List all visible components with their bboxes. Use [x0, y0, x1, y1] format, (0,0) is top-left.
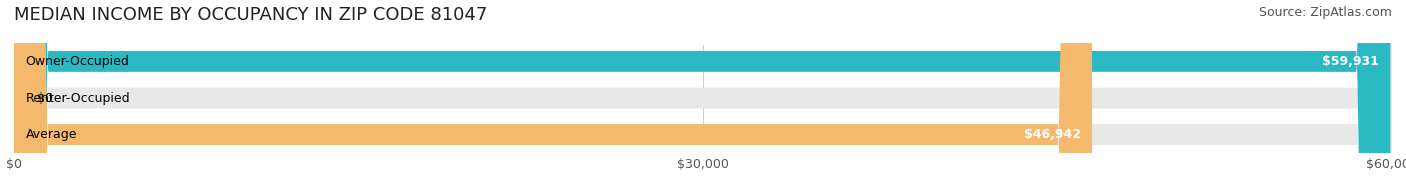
FancyBboxPatch shape: [14, 0, 1392, 196]
Text: MEDIAN INCOME BY OCCUPANCY IN ZIP CODE 81047: MEDIAN INCOME BY OCCUPANCY IN ZIP CODE 8…: [14, 6, 488, 24]
FancyBboxPatch shape: [14, 0, 1391, 196]
Text: $0: $0: [37, 92, 53, 104]
Text: Owner-Occupied: Owner-Occupied: [25, 55, 129, 68]
FancyBboxPatch shape: [14, 0, 1092, 196]
Text: $46,942: $46,942: [1024, 128, 1081, 141]
Text: $59,931: $59,931: [1322, 55, 1379, 68]
FancyBboxPatch shape: [14, 0, 1392, 196]
Text: Renter-Occupied: Renter-Occupied: [25, 92, 131, 104]
FancyBboxPatch shape: [14, 0, 1392, 196]
Text: Source: ZipAtlas.com: Source: ZipAtlas.com: [1258, 6, 1392, 19]
Text: Average: Average: [25, 128, 77, 141]
